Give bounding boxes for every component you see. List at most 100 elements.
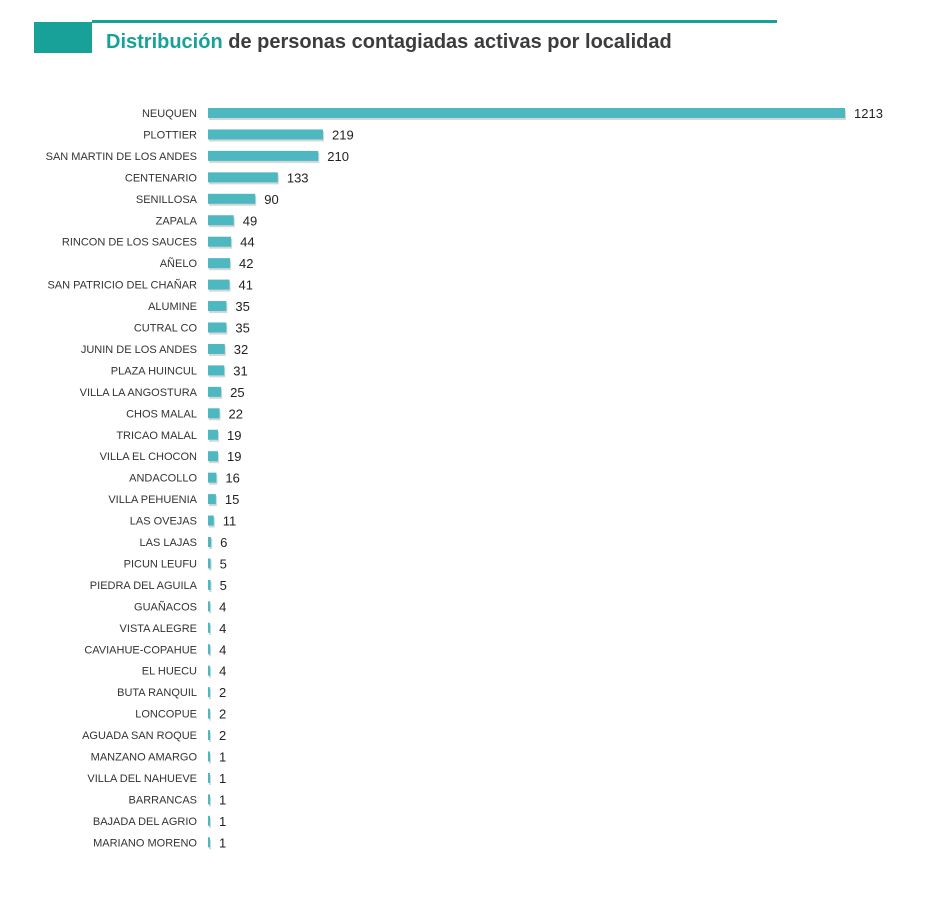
value-label: 19 <box>227 449 241 464</box>
value-label: 5 <box>220 578 227 593</box>
bar <box>208 558 211 569</box>
value-label: 90 <box>264 192 278 207</box>
category-label: BARRANCAS <box>129 794 197 806</box>
bar <box>208 215 234 226</box>
category-label: VILLA PEHUENIA <box>108 494 197 506</box>
value-label: 22 <box>229 406 243 421</box>
bar <box>208 794 210 805</box>
bar <box>208 579 211 590</box>
value-label: 210 <box>327 149 349 164</box>
category-label: GUAÑACOS <box>134 600 197 613</box>
bar <box>208 730 210 741</box>
category-label: ZAPALA <box>156 215 198 227</box>
chart-title-accent: Distribución <box>106 31 223 53</box>
value-label: 11 <box>223 514 237 529</box>
category-label: SENILLOSA <box>136 194 198 206</box>
header-accent-block <box>34 22 92 53</box>
category-label: MARIANO MORENO <box>93 837 197 849</box>
value-label: 4 <box>219 621 226 636</box>
bar <box>208 665 211 676</box>
category-label: SAN MARTIN DE LOS ANDES <box>46 151 197 163</box>
value-label: 2 <box>219 728 226 743</box>
bar <box>208 515 214 526</box>
bar <box>208 494 216 505</box>
bar <box>208 322 227 333</box>
bar <box>208 601 211 612</box>
bar <box>208 772 210 783</box>
bar <box>208 365 225 376</box>
bar <box>208 258 231 269</box>
category-label: ANDACOLLO <box>129 473 197 485</box>
category-label: PICUN LEUFU <box>124 558 197 570</box>
category-label: EL HUECU <box>142 666 197 678</box>
category-label: NEUQUEN <box>142 108 197 120</box>
value-label: 16 <box>225 471 239 486</box>
value-label: 1 <box>219 750 226 765</box>
bar <box>208 129 324 140</box>
bar <box>208 150 319 161</box>
bar <box>208 108 845 118</box>
value-label: 1 <box>219 792 226 807</box>
value-label: 5 <box>220 556 227 571</box>
bar <box>208 472 217 483</box>
value-label: 44 <box>240 235 254 250</box>
bar <box>208 837 210 848</box>
bar <box>208 815 210 826</box>
category-label: AGUADA SAN ROQUE <box>82 730 197 742</box>
value-label: 4 <box>219 664 226 679</box>
bar <box>208 193 256 204</box>
bar <box>208 386 222 397</box>
category-label: ALUMINE <box>148 301 197 313</box>
bar <box>208 451 218 462</box>
bar <box>208 708 210 719</box>
bar <box>208 408 220 419</box>
value-label: 49 <box>243 213 257 228</box>
value-label: 4 <box>219 642 226 657</box>
value-label: 1 <box>219 835 226 850</box>
category-label: VISTA ALEGRE <box>120 623 197 635</box>
category-label: PLAZA HUINCUL <box>111 365 197 377</box>
category-label: PIEDRA DEL AGUILA <box>90 580 198 592</box>
category-label: VILLA LA ANGOSTURA <box>80 387 198 399</box>
bar <box>208 687 210 698</box>
value-label: 1213 <box>854 106 883 121</box>
bar <box>208 279 230 290</box>
bar <box>208 343 225 354</box>
category-label: PLOTTIER <box>143 129 197 141</box>
category-label: AÑELO <box>160 257 198 270</box>
category-label: TRICAO MALAL <box>116 430 197 442</box>
value-label: 32 <box>234 342 248 357</box>
value-label: 19 <box>227 428 241 443</box>
value-label: 15 <box>225 492 239 507</box>
value-label: 1 <box>219 814 226 829</box>
value-label: 2 <box>219 685 226 700</box>
category-label: BAJADA DEL AGRIO <box>93 816 198 828</box>
category-label: LAS LAJAS <box>140 537 197 549</box>
category-label: LAS OVEJAS <box>130 516 197 528</box>
chart-title-rest: de personas contagiadas activas por loca… <box>222 31 672 53</box>
bar <box>208 429 218 440</box>
category-label: CAVIAHUE-COPAHUE <box>84 644 197 656</box>
value-label: 133 <box>287 170 309 185</box>
category-label: CHOS MALAL <box>126 408 197 420</box>
category-label: VILLA EL CHOCON <box>100 451 197 463</box>
category-label: VILLA DEL NAHUEVE <box>87 773 197 785</box>
category-label: CUTRAL CO <box>134 323 198 335</box>
chart-title: Distribución de personas contagiadas act… <box>106 31 672 54</box>
value-label: 4 <box>219 599 226 614</box>
category-label: MANZANO AMARGO <box>91 752 198 764</box>
value-label: 25 <box>230 385 244 400</box>
value-label: 35 <box>235 299 249 314</box>
category-label: BUTA RANQUIL <box>117 687 197 699</box>
value-label: 2 <box>219 707 226 722</box>
bar <box>208 537 212 547</box>
value-label: 219 <box>332 127 354 142</box>
bar <box>208 751 210 762</box>
category-label: RINCON DE LOS SAUCES <box>62 237 197 249</box>
bar <box>208 622 211 633</box>
bar <box>208 644 211 655</box>
value-label: 31 <box>233 363 247 378</box>
category-label: CENTENARIO <box>125 172 198 184</box>
category-label: LONCOPUE <box>135 709 197 721</box>
